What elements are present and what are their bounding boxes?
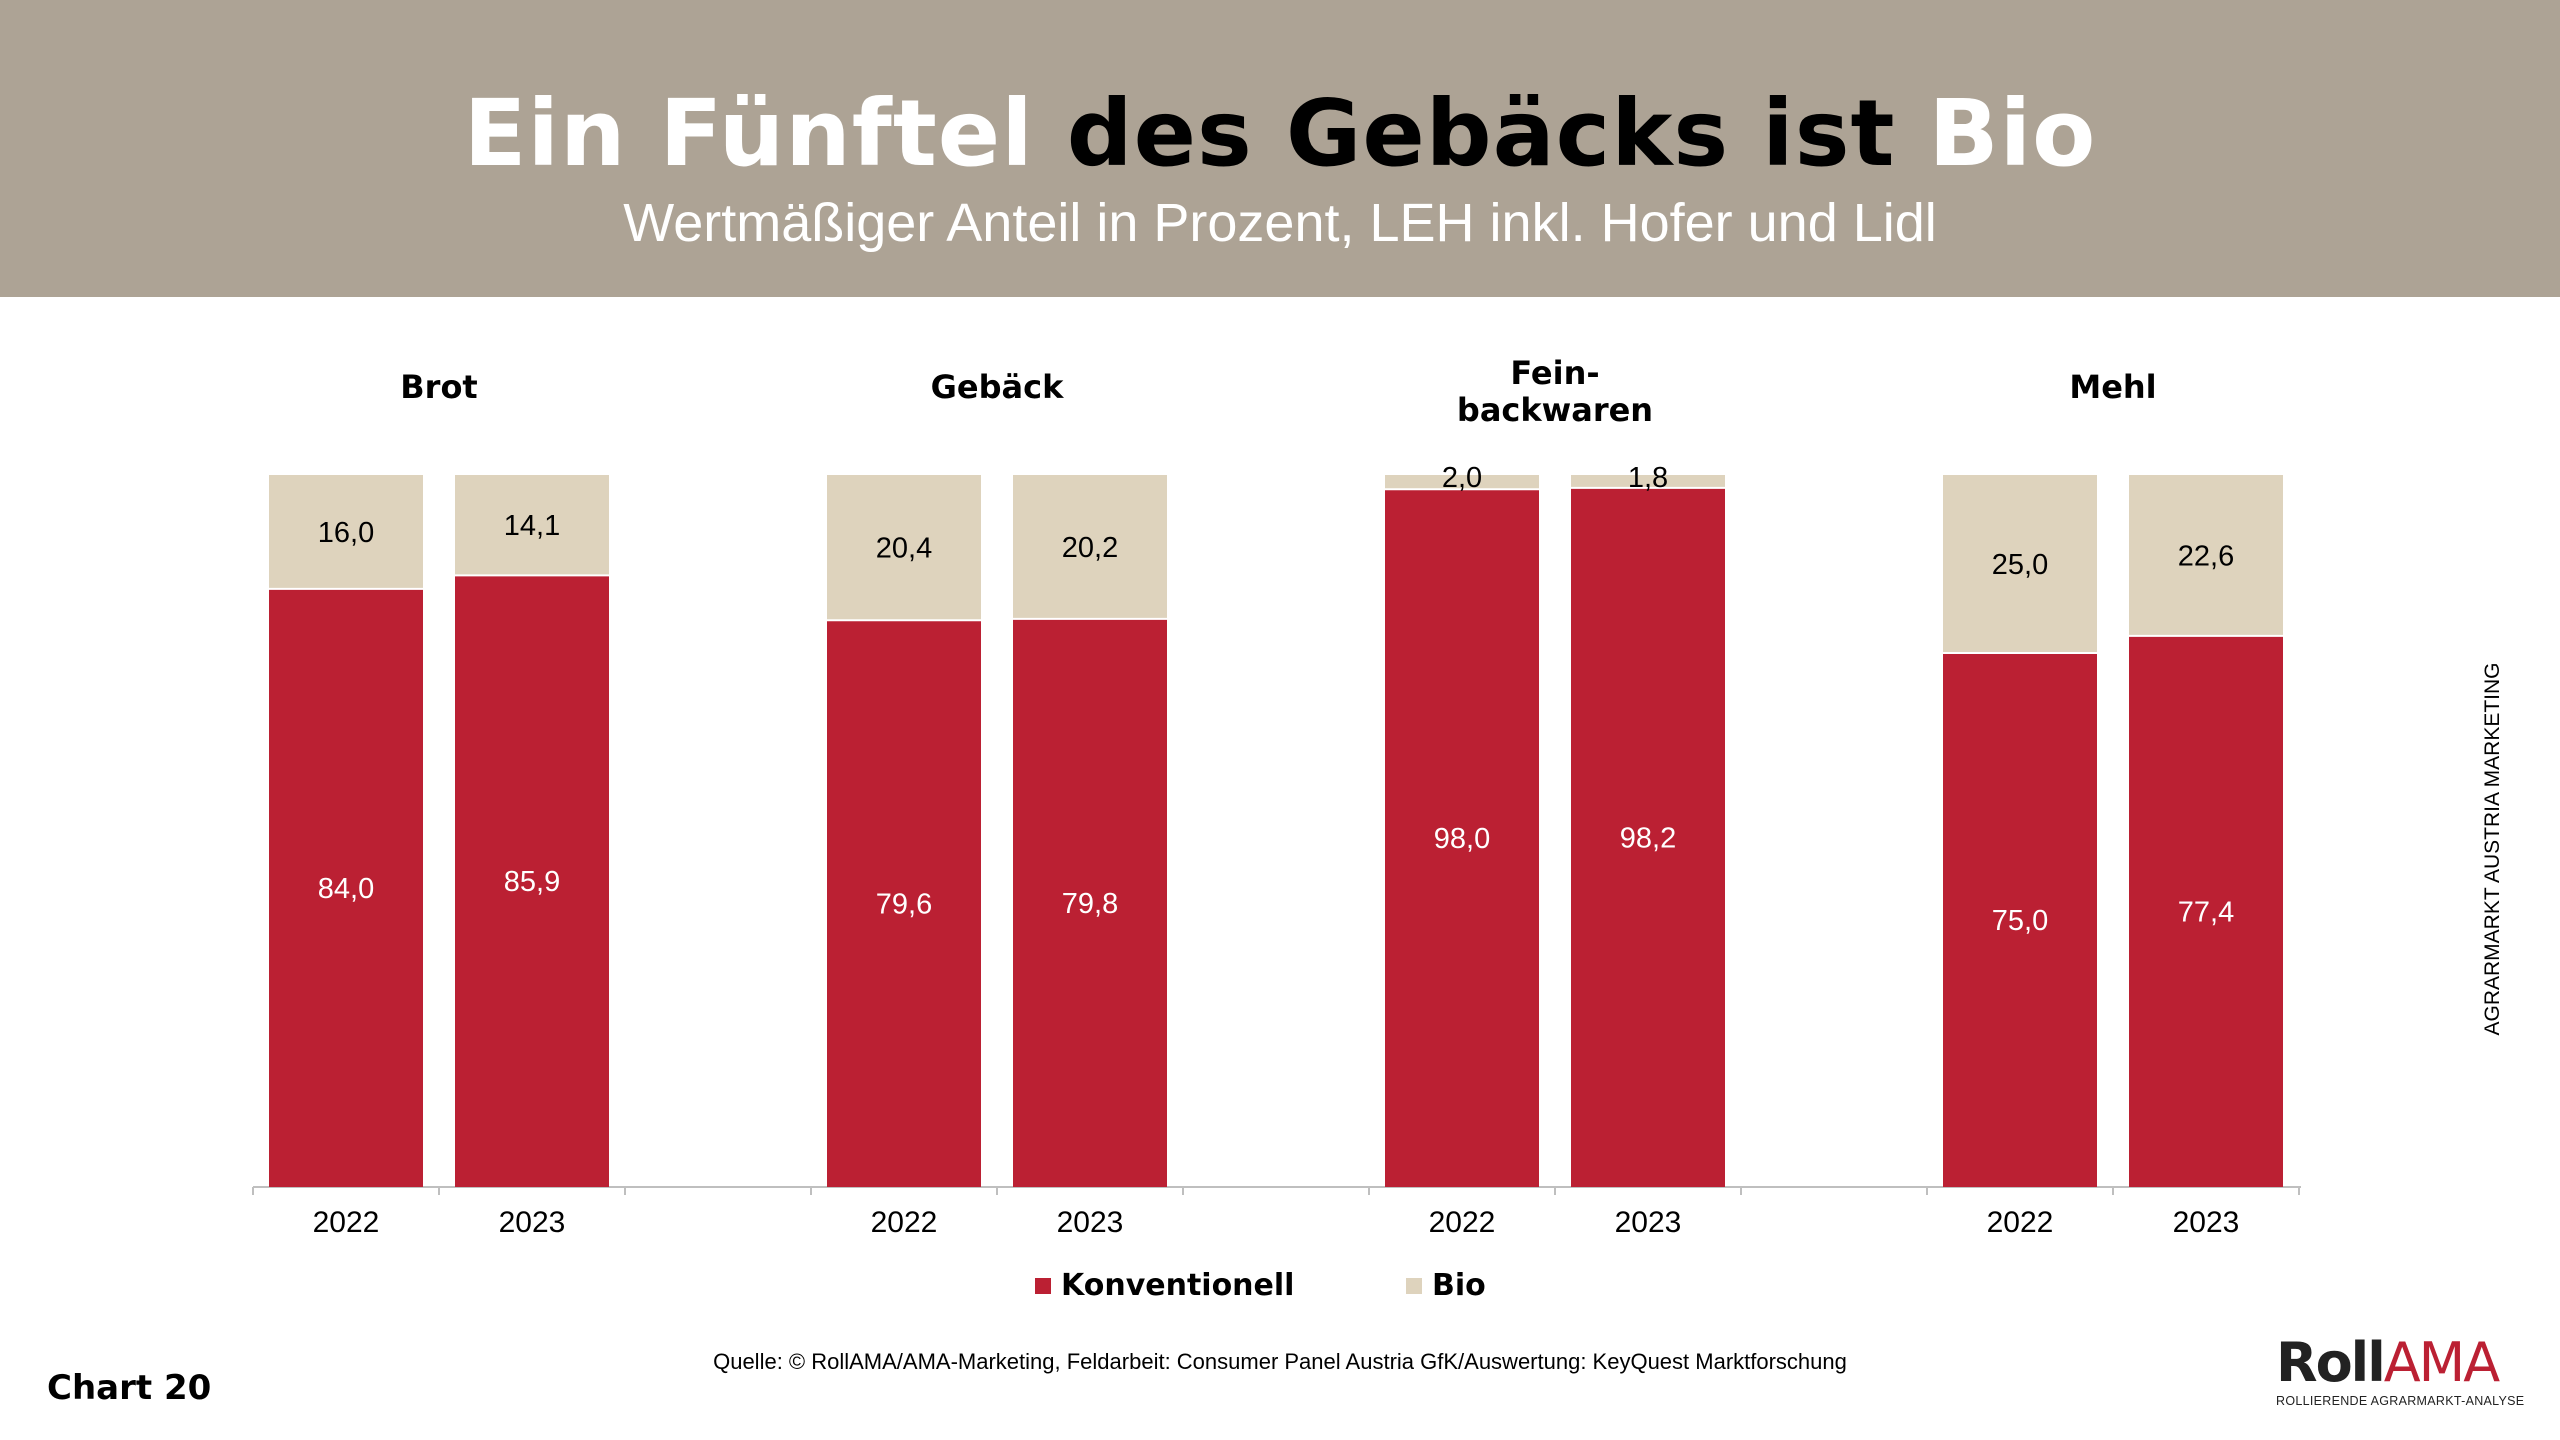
bar-bio (827, 475, 981, 621)
bar-konventionell (1571, 487, 1725, 1187)
group-label: Brot (400, 368, 477, 406)
bar-bio (1385, 475, 1539, 490)
x-tick-label: 2022 (871, 1206, 938, 1239)
bar-bio (269, 475, 423, 589)
bar-konventionell (2129, 635, 2283, 1187)
bar-konventionell (455, 575, 609, 1187)
header-banner: Ein Fünftel des Gebäcks ist Bio Wertmäßi… (0, 0, 2560, 297)
group-label: Gebäck (931, 368, 1064, 406)
legend-swatch-konventionell (1035, 1277, 1051, 1294)
data-label-konventionell: 84,0 (318, 873, 374, 905)
title-part-3: Bio (1928, 80, 2097, 187)
legend-item-bio: Bio (1406, 1268, 1486, 1303)
x-tick-label: 2023 (2173, 1206, 2240, 1239)
bar-konventionell (1013, 618, 1167, 1187)
data-label-bio: 14,1 (504, 510, 560, 542)
data-label-bio: 1,8 (1628, 462, 1668, 494)
chart-number: Chart 20 (47, 1368, 212, 1408)
legend-label-konventionell: Konventionell (1061, 1268, 1295, 1303)
x-tick-label: 2022 (1987, 1206, 2054, 1239)
data-label-bio: 22,6 (2178, 540, 2234, 572)
x-tick-label: 2023 (499, 1206, 566, 1239)
rollama-logo: RollAMA ROLLIERENDE AGRARMARKT-ANALYSE (2276, 1331, 2525, 1409)
bar-bio (1943, 475, 2097, 653)
group-label: Fein- (1510, 354, 1599, 392)
data-label-konventionell: 98,0 (1434, 823, 1490, 855)
bar-bio (1013, 475, 1167, 619)
legend-swatch-bio (1406, 1277, 1422, 1294)
source-note: Quelle: © RollAMA/AMA-Marketing, Feldarb… (713, 1349, 1847, 1374)
bar-konventionell (827, 620, 981, 1187)
title-part-2: des Gebäcks ist (1066, 80, 1896, 187)
page-title: Ein Fünftel des Gebäcks ist Bio (0, 88, 2560, 180)
data-label-bio: 20,2 (1062, 532, 1118, 564)
data-label-konventionell: 79,6 (876, 889, 932, 921)
bar-bio (2129, 475, 2283, 636)
x-tick-label: 2022 (1429, 1206, 1496, 1239)
bar-konventionell (1385, 489, 1539, 1187)
x-tick-label: 2023 (1615, 1206, 1682, 1239)
legend-item-konventionell: Konventionell (1035, 1268, 1294, 1303)
x-tick-label: 2023 (1057, 1206, 1124, 1239)
data-label-konventionell: 77,4 (2178, 896, 2234, 928)
data-label-bio: 25,0 (1992, 549, 2048, 581)
data-label-bio: 16,0 (318, 517, 374, 549)
bar-bio (455, 475, 609, 576)
bar-bio (1571, 475, 1725, 488)
legend-label-bio: Bio (1432, 1268, 1486, 1303)
title-part-1: Ein Fünftel (463, 80, 1034, 187)
data-label-bio: 20,4 (876, 533, 932, 565)
data-label-konventionell: 98,2 (1620, 822, 1676, 854)
group-label: Mehl (2069, 368, 2156, 406)
data-label-konventionell: 75,0 (1992, 905, 2048, 937)
group-label: backwaren (1457, 391, 1653, 429)
data-label-konventionell: 79,8 (1062, 888, 1118, 920)
page-subtitle: Wertmäßiger Anteil in Prozent, LEH inkl.… (623, 193, 1937, 253)
bar-konventionell (1943, 653, 2097, 1187)
data-label-konventionell: 85,9 (504, 866, 560, 898)
data-label-bio: 2,0 (1442, 462, 1482, 494)
side-text: AGRARMARKT AUSTRIA MARKETING (2481, 662, 2504, 1036)
x-tick-label: 2022 (313, 1206, 380, 1239)
bar-konventionell (269, 588, 423, 1187)
